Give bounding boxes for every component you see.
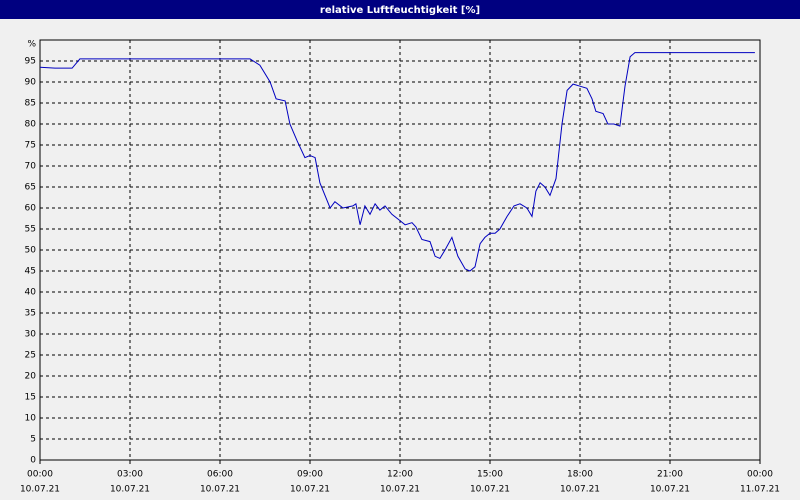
y-tick-label: 95 [25, 57, 36, 67]
title-bar [0, 0, 800, 19]
y-axis-label: % [27, 40, 36, 50]
x-tick-label: 21:00 [657, 470, 683, 480]
y-tick-label: 85 [25, 99, 36, 109]
y-tick-label: 15 [25, 393, 36, 403]
y-tick-label: 35 [25, 309, 36, 319]
y-tick-label: 30 [25, 330, 37, 340]
y-tick-label: 20 [25, 372, 37, 382]
y-tick-label: 5 [30, 435, 36, 445]
y-tick-label: 45 [25, 267, 36, 277]
y-tick-label: 25 [25, 351, 36, 361]
x-tick-date: 10.07.21 [110, 485, 150, 495]
x-tick-label: 06:00 [207, 470, 233, 480]
x-tick-label: 12:00 [387, 470, 413, 480]
y-tick-label: 10 [25, 414, 37, 424]
y-tick-label: 55 [25, 225, 36, 235]
x-tick-label: 03:00 [117, 470, 143, 480]
x-tick-label: 09:00 [297, 470, 323, 480]
chart-title: relative Luftfeuchtigkeit [%] [320, 5, 480, 16]
y-tick-label: 70 [25, 162, 37, 172]
y-tick-label: 65 [25, 183, 36, 193]
y-tick-label: 75 [25, 141, 36, 151]
x-tick-date: 10.07.21 [470, 485, 510, 495]
x-tick-label: 00:00 [747, 470, 773, 480]
x-tick-date: 10.07.21 [200, 485, 240, 495]
y-tick-label: 0 [30, 456, 36, 466]
x-tick-date: 11.07.21 [740, 485, 780, 495]
y-tick-label: 90 [25, 78, 37, 88]
x-tick-date: 10.07.21 [560, 485, 600, 495]
x-tick-label: 15:00 [477, 470, 503, 480]
x-tick-date: 10.07.21 [20, 485, 60, 495]
y-tick-label: 60 [25, 204, 37, 214]
y-tick-label: 40 [25, 288, 37, 298]
x-tick-label: 18:00 [567, 470, 593, 480]
x-tick-date: 10.07.21 [650, 485, 690, 495]
y-tick-label: 80 [25, 120, 37, 130]
x-tick-date: 10.07.21 [380, 485, 420, 495]
data-line [39, 52, 755, 272]
x-tick-label: 00:00 [27, 470, 53, 480]
x-tick-date: 10.07.21 [290, 485, 330, 495]
y-tick-label: 50 [25, 246, 37, 256]
